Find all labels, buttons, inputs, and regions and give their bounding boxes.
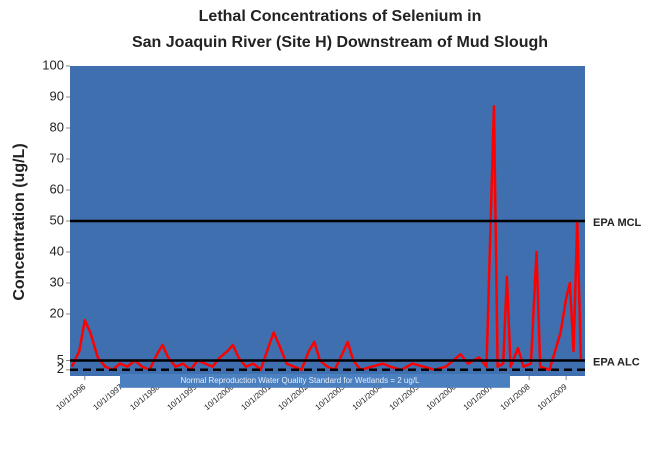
reference-label: Normal Reproduction Water Quality Standa… (180, 376, 420, 385)
y-tick-label: 60 (50, 181, 64, 196)
x-tick-label: 10/1/1997 (91, 382, 124, 412)
x-tick-label: 10/1/1996 (54, 382, 87, 412)
y-tick-label: 100 (42, 57, 64, 72)
reference-label: EPA ALC (593, 356, 640, 368)
reference-label-box (120, 373, 510, 388)
chart-title: San Joaquin River (Site H) Downstream of… (132, 34, 548, 51)
y-axis-label: Concentration (ug/L) (11, 143, 28, 300)
x-tick-label: 10/1/2009 (536, 382, 569, 412)
y-tick-label: 2 (57, 361, 64, 376)
y-tick-label: 70 (50, 150, 64, 165)
y-tick-label: 80 (50, 119, 64, 134)
y-tick-label: 40 (50, 243, 64, 258)
y-tick-label: 90 (50, 88, 64, 103)
chart-title: Lethal Concentrations of Selenium in (199, 8, 482, 25)
y-tick-label: 30 (50, 274, 64, 289)
y-tick-label: 5 (57, 352, 64, 367)
y-tick-label: 20 (50, 305, 64, 320)
reference-label: EPA MCL (593, 217, 642, 229)
y-tick-label: 50 (50, 212, 64, 227)
